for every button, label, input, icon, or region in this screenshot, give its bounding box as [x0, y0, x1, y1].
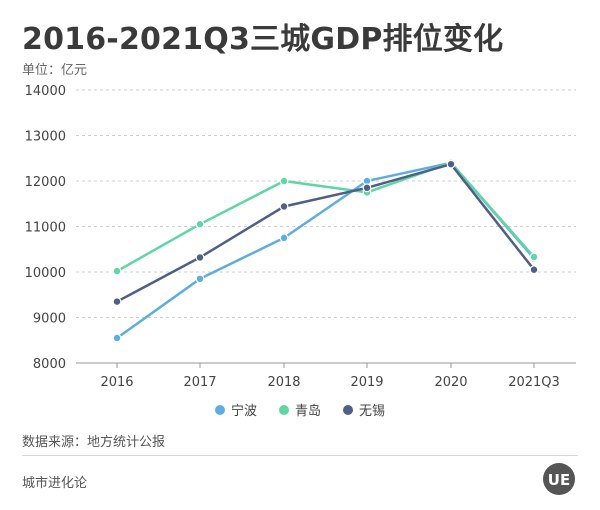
legend-item-ningbo[interactable]: 宁波	[214, 400, 257, 419]
data-point-2-3	[362, 183, 372, 193]
data-source: 数据来源：地方统计公报	[22, 435, 166, 450]
data-point-2-5	[529, 265, 539, 275]
x-tick-label: 2016	[100, 375, 133, 390]
legend-label: 青岛	[294, 404, 321, 419]
data-point-2-2	[279, 202, 289, 211]
legend-label: 无锡	[359, 404, 386, 419]
footer-divider	[22, 455, 578, 456]
data-point-2-1	[195, 253, 205, 262]
y-tick-label: 12000	[25, 175, 66, 190]
legend-item-wuxi[interactable]: 无锡	[343, 400, 385, 419]
line-chart: 8000 9000 10000 11000 12000 13000 14000 2016 201…	[25, 84, 576, 390]
unit-label: 单位：亿元	[22, 63, 88, 78]
brand-logo-text: UE	[548, 471, 570, 489]
brand-logo-icon: UE	[543, 463, 575, 495]
data-point-1-0	[112, 266, 122, 276]
data-point-2-4	[446, 159, 456, 169]
chart-title: 2016-2021Q3三城GDP排位变化	[22, 22, 504, 57]
legend-dot-wuxi-icon	[343, 404, 353, 415]
chart-legend: 宁波 青岛 无锡	[0, 400, 600, 419]
data-point-0-0	[112, 333, 122, 343]
y-tick-label: 13000	[25, 130, 66, 145]
y-tick-label: 8000	[33, 357, 66, 372]
x-tick-label: 2019	[350, 375, 383, 390]
legend-item-qingdao[interactable]: 青岛	[278, 400, 321, 419]
x-tick-label: 2021Q3	[508, 375, 560, 390]
legend-dot-ningbo-icon	[214, 404, 225, 415]
legend-label: 宁波	[230, 404, 257, 419]
series-line-2	[116, 162, 535, 303]
data-point-1-5	[529, 252, 539, 262]
x-tick-label: 2020	[434, 375, 467, 390]
x-tick-label: 2017	[183, 375, 216, 390]
data-point-1-1	[195, 219, 205, 229]
data-point-0-1	[195, 274, 205, 284]
y-tick-label: 10000	[25, 266, 66, 281]
series-line-1	[116, 161, 535, 273]
legend-dot-qingdao-icon	[278, 404, 289, 415]
data-point-2-0	[112, 297, 122, 306]
y-tick-label: 9000	[33, 312, 66, 327]
data-point-0-2	[279, 233, 289, 243]
data-point-1-2	[279, 176, 289, 186]
brand-name: 城市进化论	[22, 476, 88, 491]
y-tick-label: 11000	[25, 221, 66, 236]
y-tick-label: 14000	[25, 84, 66, 99]
x-tick-label: 2018	[267, 375, 300, 390]
